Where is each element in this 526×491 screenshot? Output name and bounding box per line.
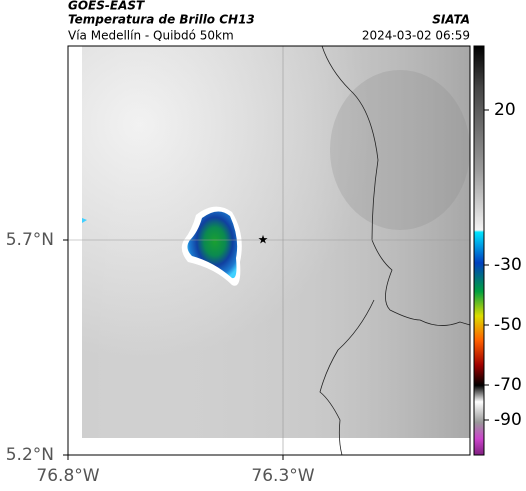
region: Vía Medellín - Quibdó 50km	[68, 29, 234, 43]
product: Temperatura de Brillo CH13	[68, 13, 255, 27]
colorbar-tick-label: -30	[494, 255, 522, 275]
colorbar	[473, 45, 485, 456]
city-marker: ★	[258, 233, 269, 247]
map: ★	[67, 45, 471, 456]
source: SIATA	[432, 13, 470, 27]
lat-tick-label: 5.2°N	[6, 445, 54, 465]
colorbar-tick-label: 20	[494, 100, 516, 120]
lat-tick-label: 5.7°N	[6, 230, 54, 250]
lon-tick-label: 76.8°W	[36, 466, 99, 486]
satellite: GOES-EAST	[68, 0, 145, 13]
lon-tick-label: 76.3°W	[251, 466, 314, 486]
colorbar-tick-label: -70	[494, 375, 522, 395]
colorbar-tick-label: -90	[494, 410, 522, 430]
timestamp: 2024-03-02 06:59	[362, 29, 470, 43]
colorbar-tick-label: -50	[494, 315, 522, 335]
